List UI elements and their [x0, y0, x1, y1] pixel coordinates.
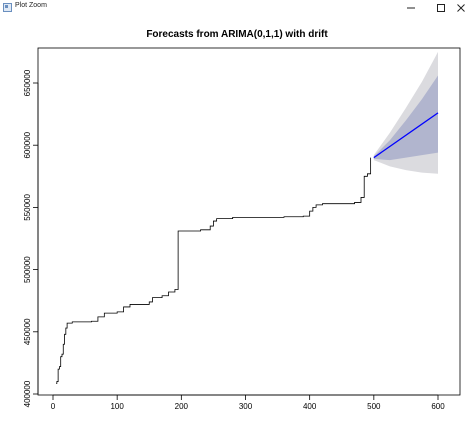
history-series-line: [56, 157, 372, 384]
prediction-band-80: [373, 75, 438, 161]
maximize-button[interactable]: [426, 0, 456, 16]
x-tick-label: 400: [303, 402, 317, 411]
y-tick-label: 450000: [23, 318, 32, 345]
y-tick-label: 600000: [23, 131, 32, 158]
x-tick-label: 100: [110, 402, 124, 411]
chart-title: Forecasts from ARIMA(0,1,1) with drift: [146, 29, 328, 40]
minimize-icon: [407, 7, 415, 9]
forecast-series-line: [373, 112, 439, 159]
close-button[interactable]: [446, 0, 474, 16]
window-titlebar: Plot Zoom: [0, 0, 474, 16]
plot-window-icon: [3, 3, 12, 12]
y-tick-label: 400000: [23, 380, 32, 407]
forecast-chart: Forecasts from ARIMA(0,1,1) with drift 0…: [23, 29, 461, 411]
window-title: Plot Zoom: [15, 2, 47, 9]
y-tick-label: 650000: [23, 69, 32, 96]
plot-area: Forecasts from ARIMA(0,1,1) with drift 0…: [0, 16, 474, 435]
close-icon: [457, 4, 465, 12]
x-tick-label: 600: [431, 402, 445, 411]
y-tick-label: 500000: [23, 256, 32, 283]
y-tick-label: 550000: [23, 194, 32, 221]
x-tick-label: 300: [239, 402, 253, 411]
x-tick-label: 500: [367, 402, 381, 411]
minimize-button[interactable]: [396, 0, 426, 16]
x-tick-label: 200: [175, 402, 189, 411]
plot-frame: [37, 47, 461, 396]
x-tick-label: 0: [51, 402, 56, 411]
maximize-icon: [437, 4, 445, 12]
